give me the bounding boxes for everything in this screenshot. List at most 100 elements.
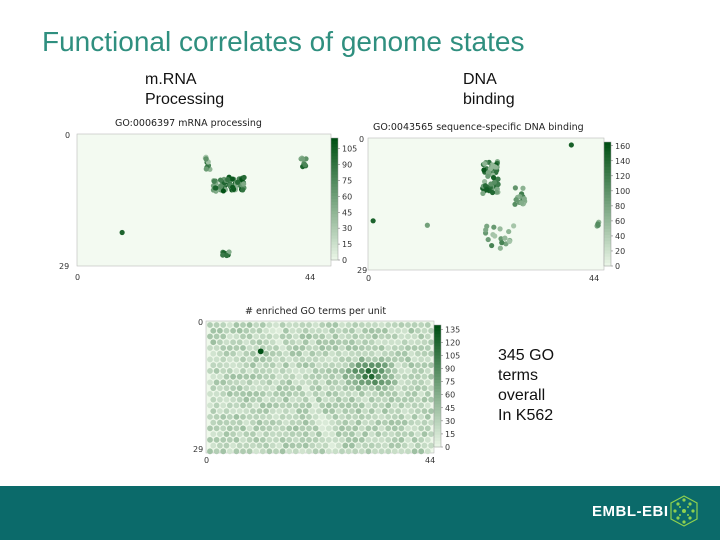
heatmap-cell xyxy=(382,373,388,380)
heatmap-cell xyxy=(398,379,405,386)
heatmap-cell xyxy=(382,408,388,415)
heatmap-cell xyxy=(352,356,359,363)
colorbar-segment xyxy=(604,222,611,227)
heatmap-cell xyxy=(306,413,312,420)
heatmap-cell xyxy=(259,368,266,374)
heatmap-cell xyxy=(352,425,359,432)
colorbar-tick-label: 30 xyxy=(342,224,352,233)
heatmap-cell xyxy=(302,396,309,403)
heatmap-cell xyxy=(266,333,273,340)
heatmap-cell xyxy=(424,391,431,397)
heatmap-cell xyxy=(418,436,425,443)
heatmap-cell xyxy=(236,431,243,437)
caption-mrna-processing: m.RNA Processing xyxy=(145,70,224,110)
heatmap-cell xyxy=(266,322,273,328)
heatmap-cell xyxy=(226,356,233,363)
heatmap-cell xyxy=(309,362,316,369)
heatmap-cell xyxy=(299,322,306,328)
colorbar-segment xyxy=(434,434,441,439)
heatmap-cell xyxy=(226,402,233,409)
heatmap-cell xyxy=(378,413,385,420)
heatmap-cell xyxy=(408,419,415,426)
heatmap-cell xyxy=(485,173,491,179)
caption-line: m.RNA xyxy=(145,71,197,88)
heatmap-cell xyxy=(296,385,302,392)
colorbar-segment xyxy=(331,156,338,160)
heatmap-cell xyxy=(352,448,359,455)
heatmap-cell xyxy=(365,379,372,386)
heatmap-cell xyxy=(385,356,392,363)
heatmap-cell xyxy=(481,179,488,185)
heatmap-mrna-processing: GO:0006397 mRNA processing 0 29 0 44 105… xyxy=(59,118,357,282)
heatmap-cell xyxy=(296,431,302,437)
heatmap-cell xyxy=(257,348,264,355)
heatmap-cell xyxy=(213,379,220,386)
heatmap-cell xyxy=(375,327,382,334)
heatmap-cell xyxy=(276,408,283,415)
heatmap-cell xyxy=(418,402,425,409)
heatmap-cell xyxy=(217,350,223,357)
heatmap-cell xyxy=(259,333,266,340)
heatmap-cell xyxy=(266,413,273,420)
heatmap-cell xyxy=(253,425,260,432)
heatmap-cell xyxy=(240,356,246,363)
heatmap-cell xyxy=(335,350,342,357)
heatmap-cell xyxy=(279,368,286,374)
heatmap-cell xyxy=(292,391,299,397)
heatmap-cell xyxy=(368,396,375,403)
heatmap-cell xyxy=(226,322,233,328)
heatmap-cell xyxy=(266,436,273,443)
heatmap-cell xyxy=(362,339,368,346)
heatmap-cell xyxy=(424,425,431,432)
heatmap-cell xyxy=(283,385,289,392)
heatmap-cell xyxy=(408,408,415,415)
heatmap-cell xyxy=(375,350,382,357)
heatmap-cell xyxy=(382,431,388,437)
heatmap-cell xyxy=(492,233,498,239)
heatmap-cell xyxy=(299,448,306,455)
heatmap-cell xyxy=(316,350,322,357)
heatmap-cell xyxy=(306,356,312,363)
heatmap-cell xyxy=(230,350,236,357)
heatmap-cell xyxy=(230,362,236,369)
colorbar-segment xyxy=(331,150,338,154)
heatmap-cell xyxy=(329,339,335,346)
colorbar-segment xyxy=(434,419,441,424)
heatmap-cell xyxy=(243,339,250,346)
heatmap-cell xyxy=(490,174,497,181)
heatmap-cell xyxy=(362,442,368,449)
heatmap-cell xyxy=(226,368,233,374)
heatmap-cell xyxy=(319,333,326,340)
heatmap-cell xyxy=(421,373,428,380)
heatmap-cell xyxy=(223,373,230,380)
colorbar-frame xyxy=(330,137,339,261)
heatmap-cell xyxy=(241,181,247,187)
colorbar-segment xyxy=(604,200,611,205)
heatmap-cell xyxy=(385,322,392,328)
heatmap-cell xyxy=(421,408,428,415)
heatmap-cell xyxy=(246,356,253,363)
heatmap-cell xyxy=(246,322,253,328)
heatmap-cell xyxy=(424,356,431,363)
colorbar-segment xyxy=(434,398,441,402)
colorbar-segment xyxy=(604,231,611,236)
heatmap-cell xyxy=(408,373,415,380)
heatmap-cell xyxy=(418,379,425,386)
heatmap-cell xyxy=(302,408,309,415)
heatmap-cell xyxy=(395,396,401,403)
heatmap-cell xyxy=(401,373,408,380)
heatmap-cell xyxy=(256,431,263,437)
heatmap-cell xyxy=(210,327,217,334)
heatmap-cell xyxy=(316,385,322,392)
heatmap-cell xyxy=(312,402,319,409)
heatmap-cell xyxy=(391,391,398,397)
heatmap-cell xyxy=(325,402,332,409)
heatmap-cells xyxy=(119,154,309,259)
heatmap-cell xyxy=(259,448,266,455)
heatmap-cell xyxy=(408,327,415,334)
x-tick-label: 44 xyxy=(305,273,315,282)
heatmap-cell xyxy=(484,187,490,193)
heatmap-cell xyxy=(421,339,428,346)
heatmap-cell xyxy=(220,413,227,420)
heatmap-cell xyxy=(292,436,299,443)
